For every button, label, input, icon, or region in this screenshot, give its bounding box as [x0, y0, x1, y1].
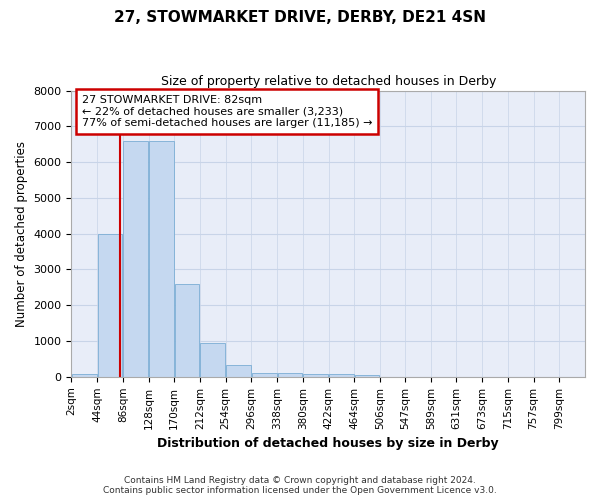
- Text: 27, STOWMARKET DRIVE, DERBY, DE21 4SN: 27, STOWMARKET DRIVE, DERBY, DE21 4SN: [114, 10, 486, 25]
- Y-axis label: Number of detached properties: Number of detached properties: [15, 140, 28, 326]
- Bar: [252, 372, 277, 377]
- Title: Size of property relative to detached houses in Derby: Size of property relative to detached ho…: [161, 75, 496, 88]
- X-axis label: Distribution of detached houses by size in Derby: Distribution of detached houses by size …: [157, 437, 499, 450]
- Bar: [149, 140, 174, 377]
- Text: Contains HM Land Registry data © Crown copyright and database right 2024.
Contai: Contains HM Land Registry data © Crown c…: [103, 476, 497, 495]
- Bar: [226, 366, 251, 377]
- Bar: [303, 374, 328, 377]
- Text: 27 STOWMARKET DRIVE: 82sqm
← 22% of detached houses are smaller (3,233)
77% of s: 27 STOWMARKET DRIVE: 82sqm ← 22% of deta…: [82, 95, 372, 128]
- Bar: [98, 234, 122, 377]
- Bar: [329, 374, 354, 377]
- Bar: [200, 343, 225, 377]
- Bar: [175, 284, 199, 377]
- Bar: [72, 374, 97, 377]
- Bar: [278, 373, 302, 377]
- Bar: [355, 374, 379, 377]
- Bar: [123, 140, 148, 377]
